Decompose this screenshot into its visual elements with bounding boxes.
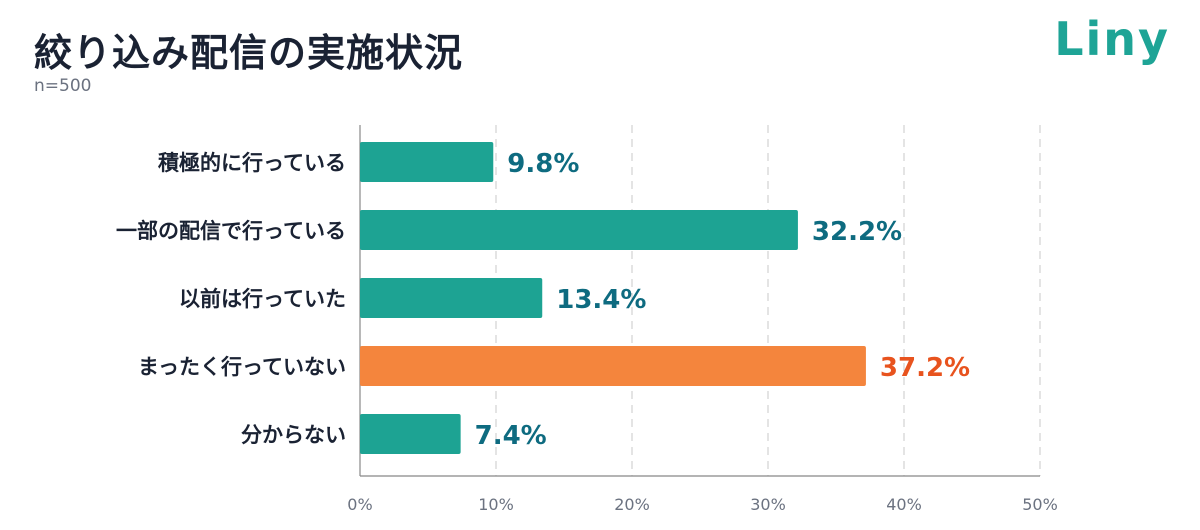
category-label: 一部の配信で行っている [116, 219, 346, 243]
x-tick-label: 40% [886, 495, 922, 514]
x-tick-label: 0% [347, 495, 372, 514]
data-label: 13.4% [556, 285, 646, 315]
x-tick-label: 10% [478, 495, 514, 514]
x-tick-label: 50% [1022, 495, 1058, 514]
bar [360, 210, 798, 250]
bar [360, 346, 866, 386]
category-label: まったく行っていない [138, 355, 346, 379]
data-label: 37.2% [880, 353, 970, 383]
liny-logo: Liny [1054, 12, 1170, 66]
data-label: 7.4% [475, 421, 547, 451]
data-label: 32.2% [812, 217, 902, 247]
category-label: 積極的に行っている [158, 151, 346, 175]
chart-title: 絞り込み配信の実施状況 [34, 31, 464, 75]
chart-subtitle: n=500 [34, 76, 92, 96]
category-label: 以前は行っていた [179, 287, 346, 311]
category-label: 分からない [241, 423, 346, 447]
x-tick-label: 20% [614, 495, 650, 514]
data-label: 9.8% [507, 149, 579, 179]
bar [360, 142, 494, 182]
x-tick-label: 30% [750, 495, 786, 514]
bar [360, 278, 543, 318]
bar [360, 414, 461, 454]
